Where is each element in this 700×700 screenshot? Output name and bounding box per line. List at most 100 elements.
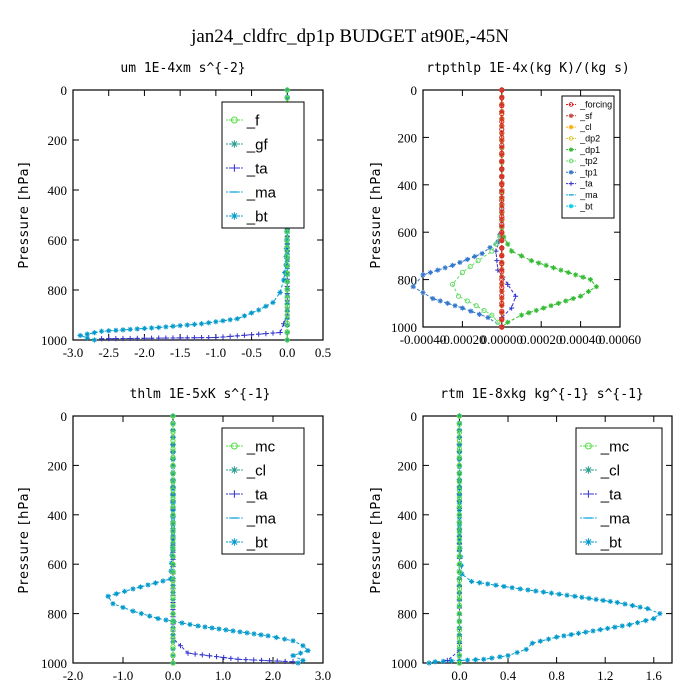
data-point bbox=[529, 640, 535, 646]
data-point bbox=[499, 281, 505, 287]
data-point bbox=[586, 595, 592, 601]
data-point bbox=[284, 300, 290, 306]
x-tick-label: 0.0 bbox=[451, 668, 467, 683]
data-point bbox=[281, 277, 287, 283]
legend-entry-label: _forcing bbox=[579, 100, 612, 110]
data-point bbox=[456, 462, 463, 468]
data-point bbox=[499, 292, 505, 298]
data-point bbox=[456, 619, 463, 625]
data-point bbox=[410, 284, 416, 290]
data-point bbox=[284, 87, 290, 93]
data-point bbox=[456, 454, 463, 460]
x-tick-label: 3.0 bbox=[315, 668, 331, 683]
data-point bbox=[170, 335, 176, 341]
plot-area-rtm: 0.0 0.4 0.8 1.2 1.6 0 200 400 600 800 1000 _mc _cl _t… bbox=[391, 409, 673, 683]
data-point bbox=[555, 300, 562, 306]
data-point bbox=[467, 263, 473, 270]
data-point bbox=[537, 638, 544, 644]
chart-panel-rtpthlp: rtpthlp 1E-4x(kg K)/(kg s) Pressure [hPa… bbox=[369, 61, 630, 269]
data-point bbox=[170, 487, 176, 493]
legend-swatch-marker bbox=[568, 158, 574, 164]
legend-swatch-marker bbox=[230, 212, 239, 220]
data-point bbox=[199, 652, 205, 658]
data-point bbox=[456, 528, 463, 534]
data-point bbox=[550, 265, 557, 271]
data-point bbox=[499, 229, 505, 235]
data-point bbox=[473, 303, 479, 309]
y-tick-label: 800 bbox=[398, 607, 418, 622]
legend-entry-label: _bt bbox=[246, 208, 269, 225]
data-point bbox=[456, 503, 463, 510]
data-point bbox=[191, 321, 198, 327]
y-tick-label: 800 bbox=[48, 607, 68, 622]
y-tick-label: 1000 bbox=[41, 656, 67, 671]
data-point bbox=[489, 655, 495, 661]
data-point bbox=[300, 643, 306, 649]
data-point bbox=[449, 262, 456, 268]
y-tick-label: 0 bbox=[61, 83, 68, 98]
data-point bbox=[220, 318, 226, 324]
data-point bbox=[177, 643, 184, 649]
data-point bbox=[456, 545, 463, 551]
panel-title: rtpthlp 1E-4x(kg K)/(kg s) bbox=[426, 61, 630, 76]
data-point bbox=[134, 326, 140, 332]
data-point bbox=[593, 596, 599, 602]
data-point bbox=[485, 314, 491, 321]
legend-swatch-marker bbox=[568, 113, 574, 119]
data-point bbox=[593, 284, 599, 290]
data-point bbox=[457, 545, 463, 551]
data-point bbox=[548, 590, 555, 596]
y-tick-label: 0 bbox=[411, 83, 418, 98]
data-point bbox=[456, 627, 463, 633]
data-point bbox=[533, 588, 539, 594]
data-point bbox=[84, 331, 90, 337]
data-point bbox=[91, 330, 98, 336]
data-point bbox=[505, 319, 511, 325]
data-point bbox=[170, 594, 176, 600]
data-point bbox=[277, 289, 283, 296]
data-point bbox=[170, 438, 176, 444]
data-point bbox=[283, 254, 289, 260]
data-point bbox=[284, 229, 290, 235]
data-point bbox=[580, 274, 586, 280]
data-point bbox=[499, 317, 505, 323]
data-point bbox=[163, 617, 169, 623]
data-point bbox=[622, 601, 628, 607]
data-point bbox=[258, 632, 264, 638]
data-point bbox=[427, 269, 433, 276]
data-point bbox=[170, 446, 176, 452]
data-point bbox=[657, 611, 663, 617]
data-point bbox=[499, 231, 505, 237]
data-point bbox=[170, 652, 176, 658]
x-tick-label: 1.6 bbox=[646, 668, 663, 683]
legend-entry-label: _ma bbox=[246, 510, 277, 527]
data-point bbox=[170, 454, 176, 460]
data-point bbox=[512, 293, 519, 299]
data-point bbox=[568, 631, 574, 638]
data-point bbox=[113, 327, 119, 333]
data-point bbox=[170, 503, 176, 510]
x-tick-label: 0.0 bbox=[165, 668, 181, 683]
x-tick-label: 0.5 bbox=[315, 345, 331, 360]
data-point bbox=[477, 580, 483, 586]
data-point bbox=[195, 623, 201, 629]
data-point bbox=[284, 329, 290, 335]
x-tick-label: -0.00020 bbox=[439, 332, 486, 347]
legend-entry-label: _cl bbox=[600, 462, 620, 479]
data-point bbox=[130, 608, 136, 614]
data-point bbox=[163, 335, 169, 341]
plot-frame bbox=[72, 89, 324, 341]
data-point bbox=[256, 331, 262, 337]
data-point bbox=[612, 624, 618, 630]
series-line bbox=[446, 416, 460, 661]
legend-swatch-marker bbox=[568, 147, 574, 152]
data-point bbox=[241, 332, 248, 338]
data-point bbox=[629, 602, 636, 609]
data-point bbox=[499, 103, 505, 109]
data-point bbox=[170, 602, 176, 608]
data-point bbox=[213, 334, 219, 341]
data-point bbox=[134, 335, 140, 341]
y-tick-label: 400 bbox=[398, 508, 418, 523]
y-tick-label: 400 bbox=[48, 508, 68, 523]
data-point bbox=[192, 651, 198, 657]
